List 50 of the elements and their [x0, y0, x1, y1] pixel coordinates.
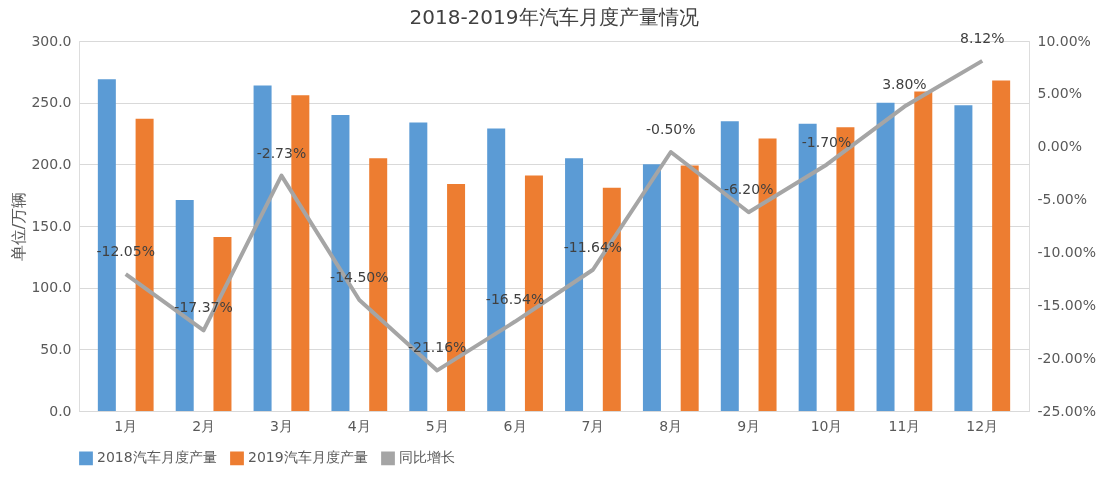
- y2-tick-label: -15.00%: [1037, 296, 1096, 313]
- x-tick-label: 8月: [659, 417, 683, 434]
- legend-label: 2018汽车月度产量: [97, 449, 217, 466]
- y2-tick-label: -25.00%: [1037, 402, 1096, 419]
- y-tick-label: 300.0: [31, 32, 72, 49]
- data-label: -17.37%: [174, 299, 233, 316]
- y2-tick-label: 0.00%: [1037, 138, 1082, 155]
- bar: [642, 164, 661, 411]
- x-tick-label: 1月: [114, 417, 138, 434]
- y-tick-label: 200.0: [31, 155, 72, 172]
- bar: [876, 102, 895, 411]
- data-label: -11.64%: [563, 238, 623, 255]
- y-tick-label: 100.0: [31, 279, 72, 296]
- x-tick-label: 6月: [503, 417, 527, 434]
- x-tick-label: 10月: [810, 417, 843, 434]
- data-label: -0.50%: [646, 121, 696, 137]
- y2-tick-label: -20.00%: [1037, 349, 1096, 366]
- data-label: -16.54%: [485, 290, 545, 307]
- y2-tick-label: 5.00%: [1037, 85, 1082, 102]
- data-label: 8.12%: [960, 29, 1005, 46]
- y-tick-label: 150.0: [31, 217, 72, 234]
- data-label: -14.50%: [330, 269, 389, 285]
- data-label: -12.05%: [96, 243, 155, 260]
- x-tick-label: 2月: [192, 417, 216, 434]
- bar: [992, 80, 1011, 411]
- data-label: 3.80%: [882, 75, 927, 92]
- y2-tick-label: -5.00%: [1037, 191, 1088, 208]
- legend-label: 同比增长: [399, 449, 455, 466]
- data-label: -2.73%: [256, 144, 307, 161]
- bar: [954, 105, 973, 411]
- y-tick-label: 250.0: [31, 94, 72, 111]
- y2-tick-label: 10.00%: [1037, 32, 1091, 49]
- x-tick-label: 3月: [270, 417, 293, 434]
- y-axis-title: 单位/万辆: [9, 191, 29, 262]
- y2-tick-label: -10.00%: [1037, 243, 1096, 260]
- data-label: -21.16%: [407, 339, 467, 356]
- legend-label: 2019汽车月度产量: [248, 449, 368, 466]
- bar: [914, 91, 933, 411]
- y-tick-label: 0.0: [49, 402, 72, 419]
- y-tick-label: 50.0: [40, 340, 72, 357]
- x-tick-label: 7月: [581, 417, 605, 434]
- x-tick-label: 11月: [888, 417, 921, 434]
- chart-title: 2018-2019年汽车月度产量情况: [409, 4, 699, 29]
- x-tick-label: 9月: [737, 417, 761, 434]
- data-label: -1.70%: [801, 133, 852, 150]
- bar: [680, 165, 699, 411]
- x-tick-label: 5月: [425, 417, 449, 434]
- x-tick-label: 12月: [966, 417, 999, 434]
- data-label: -6.20%: [723, 181, 774, 198]
- x-tick-label: 4月: [347, 417, 371, 434]
